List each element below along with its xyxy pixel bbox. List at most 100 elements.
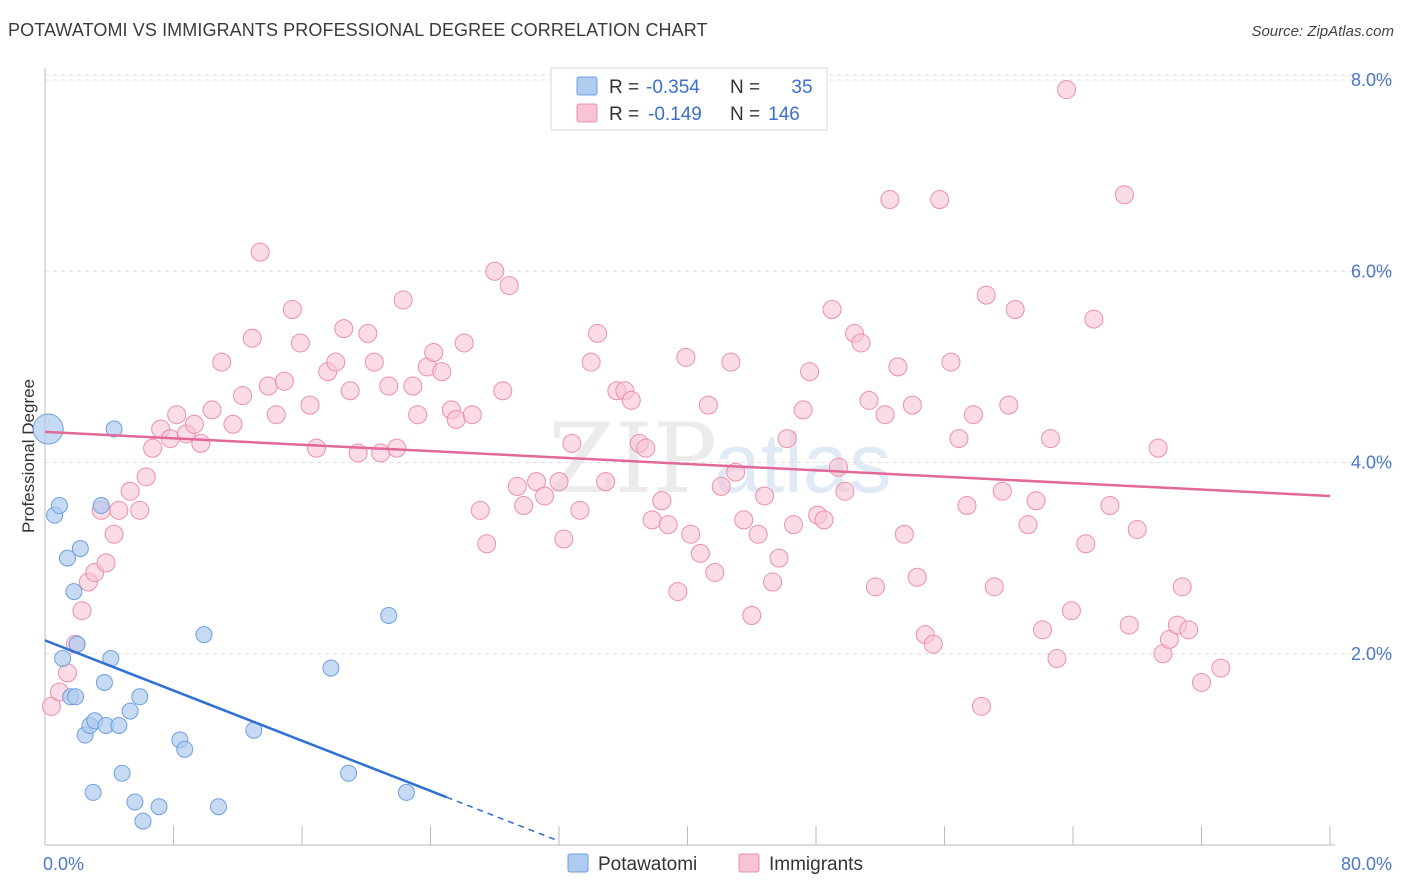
immigrants-point [835,481,855,501]
potawatomi-point [67,688,85,706]
immigrants-point [721,352,741,372]
immigrants-point [1041,429,1061,449]
series-potawatomi [32,413,415,830]
potawatomi-point [105,420,123,438]
immigrants-point [742,606,762,625]
source-credit: Source: ZipAtlas.com [1251,23,1394,40]
potawatomi-point [92,497,110,515]
immigrants-point [454,333,474,353]
immigrants-point [446,409,466,429]
immigrants-point [403,376,423,396]
series-immigrants [41,80,1231,716]
potawatomi-point [340,764,358,782]
immigrants-point [507,476,527,496]
immigrants-point [800,362,820,382]
immigrants-point [763,572,783,592]
immigrants-point [514,496,534,516]
immigrants-point [371,443,391,463]
immigrants-point [191,433,211,453]
potawatomi-point [195,626,213,644]
potawatomi-point [58,549,76,567]
immigrants-point [1159,629,1179,649]
immigrants-point [130,500,150,520]
legend-swatch-immigrants [576,103,598,123]
immigrants-point [1084,309,1104,329]
immigrants-point [527,472,547,492]
immigrants-point [1114,185,1134,205]
immigrants-point [41,696,61,716]
immigrants-point [202,400,222,420]
potawatomi-point [126,793,144,811]
trend-line-immigrants [44,430,1331,498]
immigrants-point [306,438,326,458]
immigrants-point [96,553,116,573]
potawatomi-point [110,716,128,734]
immigrants-point [1172,577,1192,597]
y-tick-label: 6.0% [1351,261,1392,281]
immigrants-point [104,524,124,544]
immigrants-point [424,343,444,363]
potawatomi-point [65,583,83,601]
immigrants-point [1018,515,1038,535]
immigrants-point [242,328,262,348]
immigrants-point [971,696,991,716]
legend-n-value-2: 146 [768,104,800,125]
immigrants-point [711,476,731,496]
immigrants-point [957,496,977,516]
immigrants-point [923,634,943,654]
potawatomi-point [113,764,131,782]
immigrants-point [698,395,718,415]
immigrants-point [364,352,384,372]
immigrants-point [902,395,922,415]
immigrants-point [652,491,672,511]
immigrants-point [777,429,797,449]
y-tick-label: 8.0% [1351,70,1392,90]
immigrants-point [1026,491,1046,511]
immigrants-point [992,481,1012,501]
immigrants-point [432,362,452,382]
y-tick-label: 4.0% [1351,453,1392,473]
x-ticks [44,826,1331,845]
immigrants-point [1005,300,1025,319]
immigrants-point [549,472,569,492]
immigrants-point [793,400,813,420]
axes [44,68,1335,846]
x-tick-label-min: 0.0% [43,854,84,874]
immigrants-point [769,548,789,568]
immigrants-point [814,510,834,530]
immigrants-point [705,562,725,582]
immigrants-point [1032,620,1052,640]
legend-r-label-1: R = [609,77,639,98]
trend-lines [44,430,1331,842]
immigrants-point [258,376,278,396]
potawatomi-point [380,607,398,624]
immigrants-point [668,582,688,602]
immigrants-point [999,395,1019,415]
x-tick-label-max: 80.0% [1341,854,1392,874]
immigrants-point [393,290,413,310]
immigrants-point [120,481,140,501]
potawatomi-point [134,812,152,830]
immigrants-point [282,300,302,319]
immigrants-point [676,347,696,367]
potawatomi-point [397,783,415,801]
potawatomi-point [54,650,72,668]
immigrants-point [875,405,895,425]
immigrants-point [290,333,310,353]
immigrants-point [681,524,701,544]
immigrants-point [109,500,129,520]
immigrants-point [621,390,641,410]
y-axis-label: Professional Degree [19,379,38,533]
immigrants-point [562,433,582,453]
potawatomi-point [32,413,64,445]
legend-n-label-1: N = [730,77,760,98]
immigrants-point [1100,496,1120,516]
immigrants-point [963,405,983,425]
legend-r-label-2: R = [609,104,639,125]
immigrants-point [784,515,804,535]
legend-swatch-potawatomi [576,76,598,96]
immigrants-point [1047,649,1067,669]
immigrants-point [941,352,961,372]
immigrants-point [865,577,885,597]
